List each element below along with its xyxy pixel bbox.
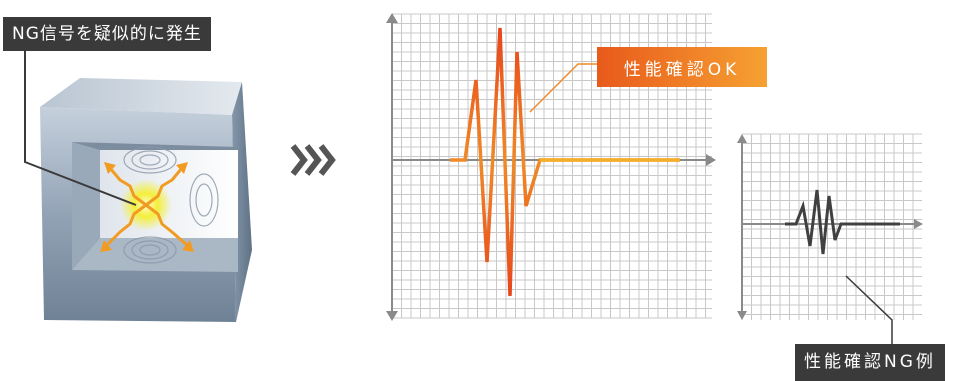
triple-chevron-right-icon xyxy=(290,144,336,176)
simulate-ng-signal-label: NG信号を疑似的に発生 xyxy=(3,17,211,51)
leader-line-ok xyxy=(529,63,597,113)
ng-waveform xyxy=(785,189,900,255)
x-axis-arrow xyxy=(706,154,716,166)
signal-burst-icon xyxy=(100,162,194,252)
performance-ng-label: 性能確認NG例 xyxy=(795,344,945,381)
performance-ok-label: 性能確認OK xyxy=(597,47,767,87)
y-axis-arrow-top xyxy=(386,13,398,23)
ng-y-axis-arrow-top xyxy=(737,134,747,143)
ng-chart xyxy=(737,133,923,320)
leader-line-ng xyxy=(845,275,893,344)
leader-line-top xyxy=(24,51,137,206)
y-axis-arrow-bottom xyxy=(386,311,398,321)
ng-x-axis-arrow xyxy=(914,219,923,229)
ng-y-axis-arrow-bottom xyxy=(737,311,747,320)
ok-waveform xyxy=(450,27,680,297)
